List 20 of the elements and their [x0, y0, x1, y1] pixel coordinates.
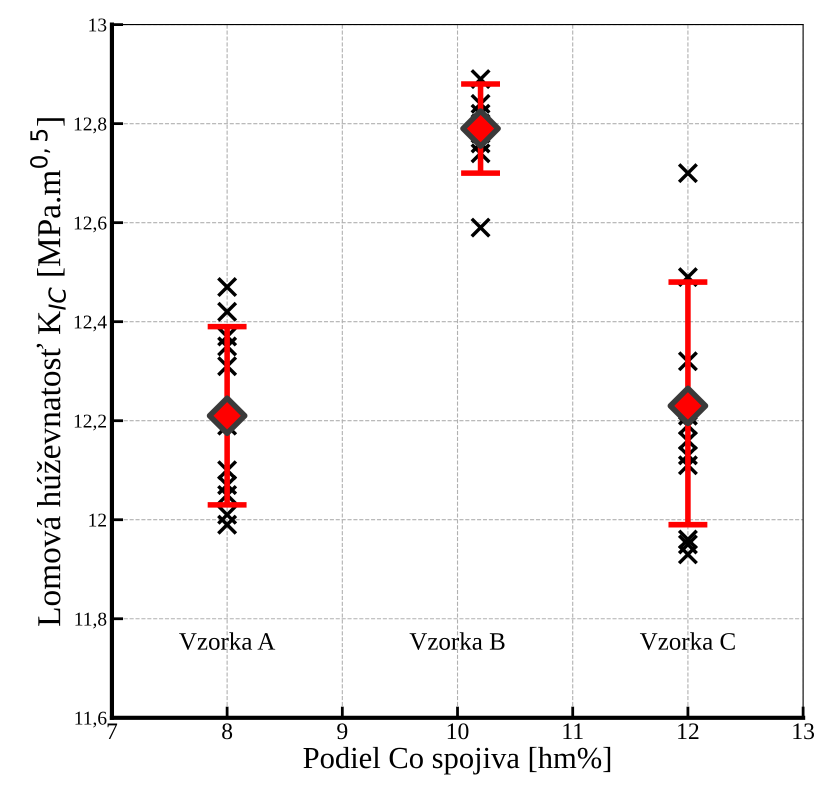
y-tick-label: 12	[89, 514, 106, 526]
x-tick-label: 10	[448, 723, 468, 740]
y-tick-label: 12,2	[74, 414, 106, 430]
y-axis-title: Lomová húževnatosť K$_{IC}$ [MPa.m$^{0,5}$]	[30, 118, 66, 626]
y-tick-label: 11,6	[75, 712, 106, 728]
y-tick-label: 12,4	[74, 316, 107, 332]
x-tick-label: 7	[108, 724, 118, 740]
x-tick-label: 13	[793, 723, 814, 740]
x-tick-label: 8	[222, 723, 232, 740]
y-tick-label: 13	[89, 18, 106, 32]
y-tick-label: 12,8	[74, 117, 106, 134]
x-axis-title: Podiel Co spojiva [hm%]	[304, 746, 610, 775]
annotation: Vzorka B	[410, 632, 505, 650]
y-tick-label: 12,6	[74, 216, 106, 232]
x-tick-label: 12	[678, 723, 698, 740]
y-tick-label: 11,8	[75, 612, 106, 628]
annotation: Vzorka C	[640, 632, 735, 650]
x-tick-label: 9	[337, 723, 348, 740]
x-tick-label: 11	[563, 723, 583, 740]
annotation: Vzorka A	[179, 632, 276, 650]
